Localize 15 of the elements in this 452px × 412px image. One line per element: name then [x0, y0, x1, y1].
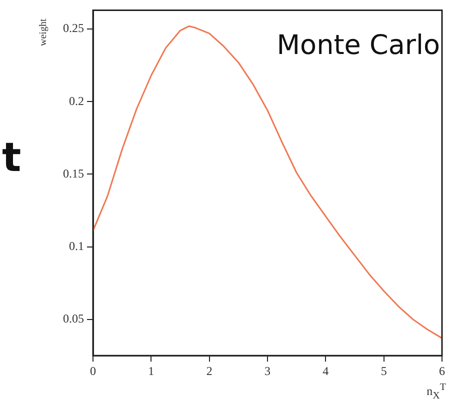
y-tick-label: 0.1 [69, 238, 84, 253]
x-tick-label: 4 [322, 364, 329, 378]
x-tick-label: 6 [439, 364, 445, 378]
x-tick-label: 1 [148, 364, 154, 378]
y-tick-label: 0.05 [63, 311, 84, 326]
annotation: Monte Carlo [276, 30, 440, 61]
y-tick-label: 0.15 [63, 166, 84, 180]
y-tick-label: 0.25 [63, 21, 84, 36]
x-tick-label: 5 [380, 364, 387, 378]
y-axis-title: weight [38, 18, 49, 46]
text: t [2, 135, 22, 181]
x-tick-label: 0 [90, 364, 96, 378]
y-tick-label: 0.2 [69, 94, 84, 108]
x-tick-label: 3 [264, 364, 270, 378]
x-tick-label: 2 [206, 364, 212, 378]
